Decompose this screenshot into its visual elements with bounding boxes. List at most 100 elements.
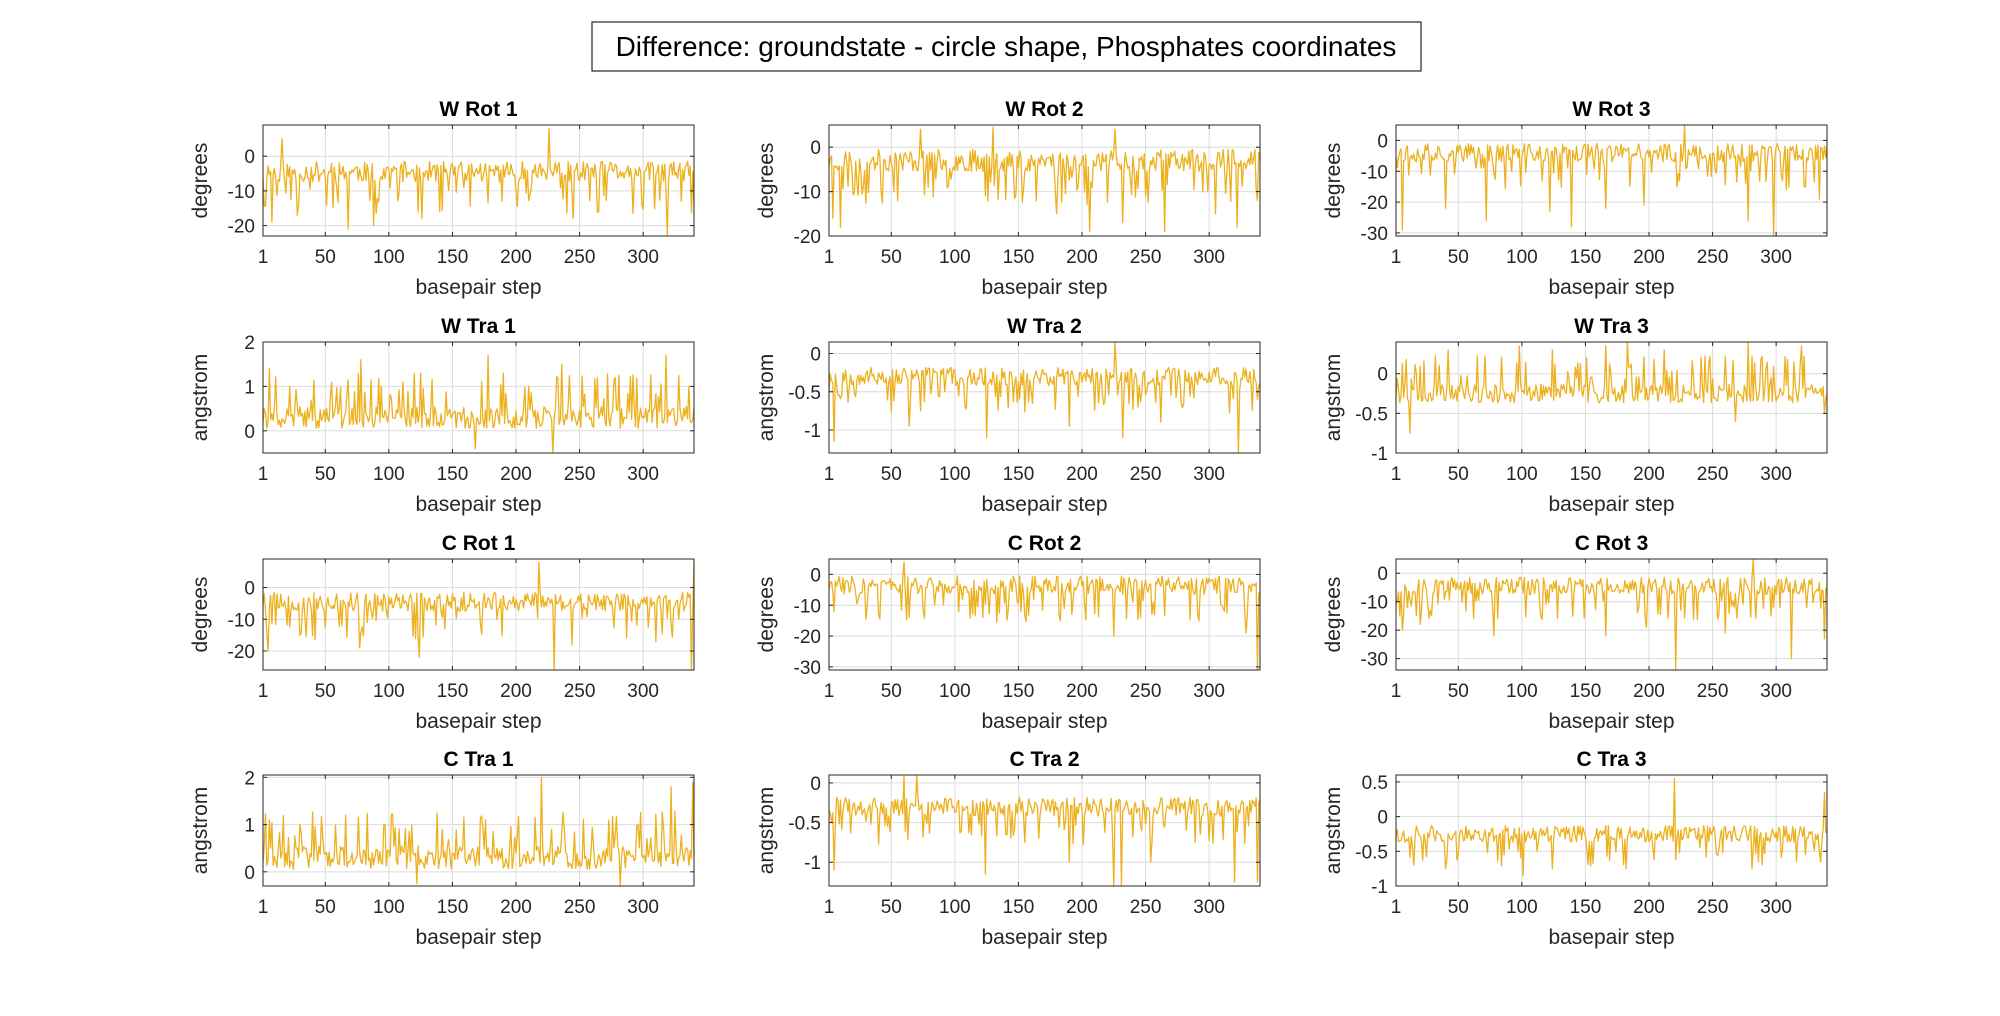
y-axis-label: angstrom xyxy=(1322,354,1345,442)
series-line xyxy=(262,776,695,887)
x-tick-label: 200 xyxy=(500,247,532,268)
panel-title: W Rot 1 xyxy=(439,98,517,121)
subplot-panel: 1 50 100 150 200 250 300-1-0.500.5C Tra 3basep… xyxy=(1322,748,1828,949)
x-axis-label: basepair step xyxy=(415,493,541,516)
x-tick-label: 150 xyxy=(1003,681,1035,702)
x-tick-label: 200 xyxy=(1633,247,1665,268)
y-tick-label: -1 xyxy=(804,853,821,874)
x-tick-label: 250 xyxy=(1697,464,1729,485)
x-axis-label: basepair step xyxy=(1548,493,1674,516)
x-tick-label: 1 xyxy=(1391,897,1402,918)
x-axis-label: basepair step xyxy=(1548,276,1674,299)
y-tick-label: 0 xyxy=(244,147,255,168)
x-tick-label: 150 xyxy=(437,464,469,485)
y-tick-label: -10 xyxy=(794,596,821,617)
y-tick-label: -1 xyxy=(1371,444,1388,465)
x-tick-label: 50 xyxy=(1448,681,1469,702)
x-axis-label: basepair step xyxy=(415,710,541,733)
x-tick-label: 50 xyxy=(881,681,902,702)
x-tick-label: 250 xyxy=(1697,247,1729,268)
x-tick-label: 50 xyxy=(1448,464,1469,485)
y-tick-label: -0.5 xyxy=(788,383,821,404)
x-tick-label: 150 xyxy=(1570,897,1602,918)
x-tick-label: 1 xyxy=(258,897,269,918)
y-axis-label: degrees xyxy=(189,577,212,653)
x-tick-label: 1 xyxy=(258,681,269,702)
x-tick-label: 300 xyxy=(1760,247,1792,268)
x-axis-label: basepair step xyxy=(981,493,1107,516)
y-tick-label: -20 xyxy=(1361,193,1388,214)
x-axis-label: basepair step xyxy=(1548,710,1674,733)
x-tick-label: 200 xyxy=(500,464,532,485)
x-tick-label: 250 xyxy=(564,681,596,702)
x-tick-label: 100 xyxy=(1506,247,1538,268)
x-tick-label: 100 xyxy=(373,897,405,918)
series-line xyxy=(1395,777,1828,877)
x-tick-label: 100 xyxy=(373,681,405,702)
y-tick-label: 0 xyxy=(810,344,821,365)
x-tick-label: 250 xyxy=(1130,897,1162,918)
axes-frame xyxy=(828,774,1261,887)
y-tick-label: -30 xyxy=(1361,224,1388,245)
subplot-panel: 1 50 100 150 200 250 300-1-0.50W Tra 2basepair… xyxy=(755,315,1261,516)
x-tick-label: 250 xyxy=(1697,681,1729,702)
x-axis-label: basepair step xyxy=(1548,926,1674,949)
x-axis-label: basepair step xyxy=(415,276,541,299)
y-tick-label: 1 xyxy=(244,816,255,837)
x-tick-label: 1 xyxy=(824,681,835,702)
series-line xyxy=(262,561,695,671)
axes-frame xyxy=(1395,124,1828,237)
subplot-panel: 1 50 100 150 200 250 300-1-0.50C Tra 2basepair… xyxy=(755,748,1261,949)
plot-area xyxy=(829,342,1260,453)
x-tick-label: 150 xyxy=(1003,897,1035,918)
x-tick-label: 50 xyxy=(315,464,336,485)
y-tick-label: -20 xyxy=(1361,621,1388,642)
x-tick-label: 250 xyxy=(564,247,596,268)
y-tick-label: -1 xyxy=(1371,877,1388,898)
panel-title: C Rot 2 xyxy=(1008,532,1082,555)
x-tick-label: 200 xyxy=(1633,464,1665,485)
x-tick-label: 50 xyxy=(1448,247,1469,268)
plot-area xyxy=(263,775,694,886)
axes-frame xyxy=(828,341,1261,454)
y-tick-label: 1 xyxy=(244,377,255,398)
x-tick-label: 200 xyxy=(1066,464,1098,485)
series-line xyxy=(1395,341,1828,434)
x-tick-label: 1 xyxy=(824,247,835,268)
axes-frame xyxy=(828,558,1261,671)
y-tick-label: 0 xyxy=(244,579,255,600)
y-axis-label: angstrom xyxy=(189,354,212,442)
x-tick-label: 1 xyxy=(258,247,269,268)
x-tick-label: 50 xyxy=(881,464,902,485)
series-line xyxy=(828,341,1261,454)
y-tick-label: -30 xyxy=(794,658,821,679)
x-tick-label: 300 xyxy=(627,681,659,702)
series-line xyxy=(828,561,1261,671)
plot-area xyxy=(1396,125,1827,236)
x-tick-label: 100 xyxy=(1506,464,1538,485)
y-tick-label: -20 xyxy=(228,642,255,663)
x-tick-label: 250 xyxy=(564,464,596,485)
x-axis-label: basepair step xyxy=(981,710,1107,733)
x-tick-label: 1 xyxy=(1391,247,1402,268)
x-tick-label: 300 xyxy=(1760,897,1792,918)
subplot-panel: 1 50 100 150 200 250 300-1-0.50W Tra 3basepair… xyxy=(1322,315,1828,516)
y-axis-label: angstrom xyxy=(1322,787,1345,875)
x-axis-label: basepair step xyxy=(981,276,1107,299)
panel-title: W Rot 3 xyxy=(1572,98,1650,121)
x-tick-label: 250 xyxy=(1697,897,1729,918)
y-tick-label: -1 xyxy=(804,421,821,442)
panel-title: C Rot 3 xyxy=(1575,532,1649,555)
series-line xyxy=(262,127,695,237)
y-tick-label: 0 xyxy=(1377,808,1388,829)
y-tick-label: 0 xyxy=(810,774,821,795)
x-tick-label: 150 xyxy=(1570,247,1602,268)
series-line xyxy=(828,774,1261,887)
x-tick-label: 100 xyxy=(939,464,971,485)
panel-title: C Rot 1 xyxy=(442,532,516,555)
